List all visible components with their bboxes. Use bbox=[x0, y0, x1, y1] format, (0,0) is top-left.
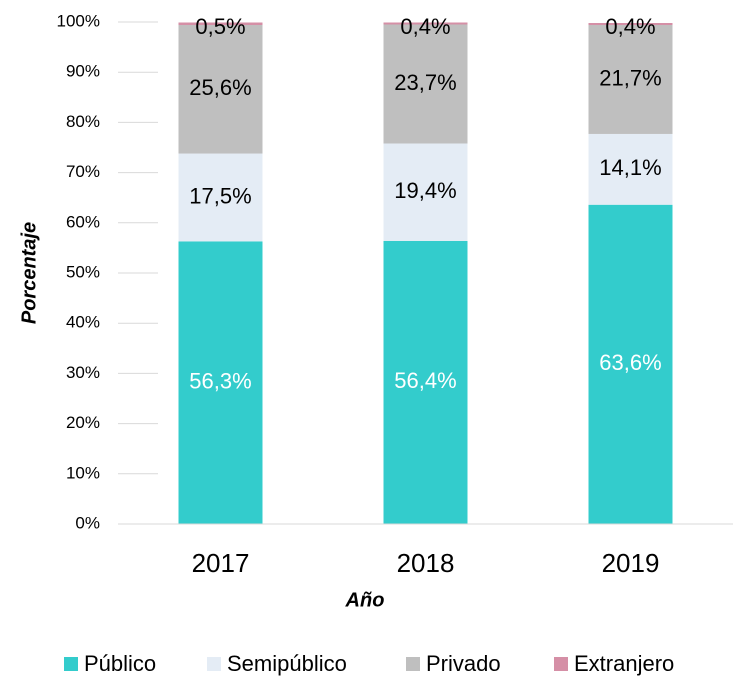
data-label: 56,3% bbox=[189, 368, 251, 393]
data-label: 23,7% bbox=[394, 70, 456, 95]
legend-label: Extranjero bbox=[574, 651, 674, 676]
bar-segment bbox=[383, 22, 468, 25]
data-label: 25,6% bbox=[189, 75, 251, 100]
x-tick-label: 2018 bbox=[397, 548, 455, 578]
x-tick-label: 2017 bbox=[192, 548, 250, 578]
y-tick-label: 70% bbox=[66, 162, 100, 181]
data-label: 0,4% bbox=[605, 14, 655, 39]
legend-swatch bbox=[64, 657, 78, 671]
y-axis-title: Porcentaje bbox=[18, 222, 40, 324]
data-label: 56,4% bbox=[394, 368, 456, 393]
y-tick-label: 50% bbox=[66, 262, 100, 281]
legend-swatch bbox=[406, 657, 420, 671]
bar-segment bbox=[178, 25, 263, 154]
legend-swatch bbox=[554, 657, 568, 671]
data-label: 17,5% bbox=[189, 183, 251, 208]
x-axis-title: Año bbox=[345, 589, 385, 611]
y-tick-label: 30% bbox=[66, 363, 100, 382]
bar-segment bbox=[178, 153, 263, 242]
bar-segment bbox=[383, 240, 468, 524]
bar-segment bbox=[383, 24, 468, 144]
y-tick-label: 40% bbox=[66, 313, 100, 332]
bar-segment bbox=[588, 23, 673, 26]
x-tick-label: 2019 bbox=[602, 548, 660, 578]
data-label: 0,4% bbox=[400, 14, 450, 39]
legend-label: Semipúblico bbox=[227, 651, 347, 676]
y-tick-label: 10% bbox=[66, 463, 100, 482]
y-tick-label: 100% bbox=[57, 11, 100, 30]
bar-segment bbox=[383, 143, 468, 241]
bar-segment bbox=[588, 133, 673, 205]
y-tick-label: 0% bbox=[75, 513, 100, 532]
legend-swatch bbox=[207, 657, 221, 671]
bar-segment bbox=[178, 241, 263, 524]
bar-segment bbox=[588, 25, 673, 134]
bar-segment bbox=[178, 22, 263, 26]
y-tick-label: 80% bbox=[66, 112, 100, 131]
data-label: 0,5% bbox=[195, 14, 245, 39]
legend-label: Público bbox=[84, 651, 156, 676]
bar-segment bbox=[588, 204, 673, 524]
data-label: 63,6% bbox=[599, 350, 661, 375]
data-label: 21,7% bbox=[599, 65, 661, 90]
y-tick-label: 20% bbox=[66, 413, 100, 432]
legend-label: Privado bbox=[426, 651, 501, 676]
y-tick-label: 90% bbox=[66, 62, 100, 81]
data-label: 19,4% bbox=[394, 178, 456, 203]
y-tick-label: 60% bbox=[66, 212, 100, 231]
data-label: 14,1% bbox=[599, 155, 661, 180]
